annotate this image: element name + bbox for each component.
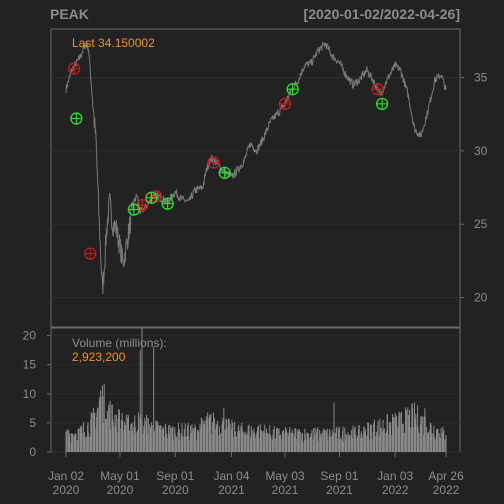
price-axis: 20 25 30 35 xyxy=(460,70,488,305)
buy-marker xyxy=(145,191,158,204)
chart-title: PEAK xyxy=(50,6,89,22)
sell-marker xyxy=(136,199,149,212)
date-tick-label: May 01 xyxy=(100,469,140,483)
sell-marker xyxy=(278,97,292,111)
price-tick-label: 25 xyxy=(474,217,488,231)
sell-marker xyxy=(371,83,384,96)
price-tick-label: 35 xyxy=(474,70,488,84)
date-tick-year: 2020 xyxy=(53,483,80,497)
date-tick-year: 2020 xyxy=(107,483,134,497)
buy-marker xyxy=(127,203,141,216)
date-tick-label: Jan 02 xyxy=(48,469,84,483)
date-tick-year: 2021 xyxy=(326,483,353,497)
buy-marker xyxy=(286,83,299,96)
date-tick-year: 2022 xyxy=(433,483,460,497)
date-range-label: [2020-01-02/2022-04-26] xyxy=(304,6,460,22)
last-price-label: Last 34.150002 xyxy=(72,36,155,50)
date-tick-label: Jan 03 xyxy=(377,469,413,483)
volume-panel: 0 5 10 15 20 Volume (millions): 2,923,200 xyxy=(23,326,461,459)
buy-marker xyxy=(375,97,389,111)
buy-marker xyxy=(161,197,174,210)
buy-marker xyxy=(70,112,83,125)
date-tick-label: Sep 01 xyxy=(320,469,358,483)
date-tick-year: 2021 xyxy=(272,483,299,497)
volume-tick-label: 20 xyxy=(23,329,37,343)
volume-axis: 0 5 10 15 20 xyxy=(23,329,51,459)
date-tick-year: 2020 xyxy=(162,483,189,497)
date-tick-year: 2022 xyxy=(382,483,409,497)
volume-label: Volume (millions): xyxy=(72,336,167,350)
buy-marker xyxy=(218,166,231,180)
price-panel-frame xyxy=(50,28,461,328)
date-tick-label: May 03 xyxy=(265,469,305,483)
price-panel: 20 25 30 35 Last 34.150002 xyxy=(50,28,488,328)
sell-marker xyxy=(67,62,81,75)
date-tick-year: 2021 xyxy=(218,483,245,497)
trade-markers xyxy=(67,62,389,260)
date-tick-label: Apr 26 xyxy=(428,469,464,483)
price-tick-label: 30 xyxy=(474,144,488,158)
price-tick-label: 20 xyxy=(474,291,488,305)
sell-marker xyxy=(84,247,97,260)
volume-bars xyxy=(65,326,447,452)
volume-last-value: 2,923,200 xyxy=(72,350,126,364)
volume-tick-label: 15 xyxy=(23,358,37,372)
date-tick-label: Sep 01 xyxy=(156,469,194,483)
date-tick-label: Jan 04 xyxy=(213,469,249,483)
volume-tick-label: 0 xyxy=(29,445,36,459)
volume-tick-label: 10 xyxy=(23,387,37,401)
sell-marker xyxy=(207,156,220,169)
volume-tick-label: 5 xyxy=(29,416,36,430)
